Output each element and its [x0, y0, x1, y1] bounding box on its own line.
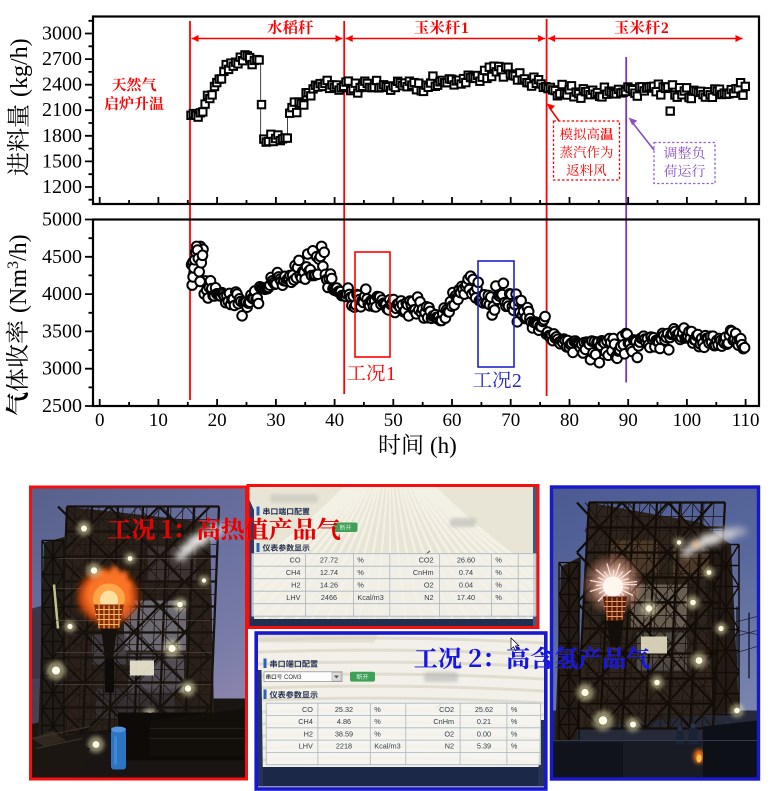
svg-text:2218: 2218	[336, 742, 352, 751]
svg-text:%: %	[495, 568, 502, 577]
svg-text:Kcal/m3: Kcal/m3	[374, 742, 400, 751]
svg-text:2: 2	[661, 20, 669, 37]
svg-text:70: 70	[501, 410, 520, 431]
svg-text:%: %	[511, 717, 518, 726]
svg-text:1: 1	[386, 364, 396, 385]
svg-text:4000: 4000	[42, 283, 82, 305]
svg-text:CO2: CO2	[439, 705, 454, 714]
svg-text:H2: H2	[304, 729, 313, 738]
svg-text:LHV: LHV	[299, 742, 313, 751]
svg-text:%: %	[374, 705, 381, 714]
svg-text:17.40: 17.40	[457, 593, 475, 602]
svg-text:1500: 1500	[42, 150, 82, 172]
svg-text:2400: 2400	[42, 74, 82, 96]
svg-text:26.60: 26.60	[457, 555, 475, 564]
svg-text:90: 90	[619, 410, 638, 431]
svg-text:CO2: CO2	[419, 555, 434, 564]
svg-text:0.00: 0.00	[477, 729, 491, 738]
svg-text:0.74: 0.74	[459, 568, 473, 577]
svg-text:2100: 2100	[42, 99, 82, 121]
svg-text:COM3: COM3	[284, 675, 302, 681]
svg-text:%: %	[357, 555, 364, 564]
svg-text:CO: CO	[290, 555, 301, 564]
svg-text:1800: 1800	[42, 125, 82, 147]
svg-text:5.39: 5.39	[477, 742, 491, 751]
svg-text:27.72: 27.72	[320, 555, 338, 564]
svg-text:(h): (h)	[430, 433, 457, 458]
svg-text:(kg/h): (kg/h)	[7, 38, 33, 97]
svg-text:12.74: 12.74	[320, 568, 338, 577]
svg-text:%: %	[357, 580, 364, 589]
svg-text:O2: O2	[444, 729, 454, 738]
svg-text:50: 50	[384, 410, 403, 431]
svg-text:14.26: 14.26	[320, 580, 338, 589]
svg-text:1: 1	[461, 20, 469, 37]
svg-text:%: %	[495, 555, 502, 564]
svg-text:%: %	[495, 580, 502, 589]
svg-text:%: %	[495, 593, 502, 602]
svg-text:5000: 5000	[42, 209, 82, 231]
svg-text:40: 40	[325, 410, 344, 431]
svg-text:%: %	[511, 742, 518, 751]
svg-text:2466: 2466	[321, 593, 337, 602]
svg-text:10: 10	[149, 410, 168, 431]
svg-text:38.59: 38.59	[335, 729, 353, 738]
svg-text:CH4: CH4	[298, 717, 313, 726]
svg-text:60: 60	[443, 410, 462, 431]
svg-text:(Nm3/h): (Nm3/h)	[5, 234, 32, 313]
svg-text:2: 2	[512, 371, 522, 392]
svg-text:110: 110	[732, 410, 760, 431]
svg-text:O2: O2	[424, 580, 434, 589]
svg-text:3000: 3000	[42, 358, 82, 380]
svg-text:25.62: 25.62	[475, 705, 493, 714]
svg-text:4500: 4500	[42, 246, 82, 268]
svg-text:CO: CO	[302, 705, 313, 714]
svg-text:0.04: 0.04	[459, 580, 473, 589]
svg-text:LHV: LHV	[286, 593, 300, 602]
svg-text:2500: 2500	[42, 395, 82, 417]
svg-text:0: 0	[95, 410, 105, 431]
svg-text:2700: 2700	[42, 48, 82, 70]
svg-text:100: 100	[673, 410, 702, 431]
svg-text:Kcal/m3: Kcal/m3	[357, 593, 383, 602]
svg-text:3500: 3500	[42, 320, 82, 342]
svg-text:H2: H2	[291, 580, 300, 589]
svg-text:%: %	[511, 705, 518, 714]
svg-text:80: 80	[560, 410, 579, 431]
svg-text:20: 20	[208, 410, 227, 431]
svg-text:%: %	[511, 729, 518, 738]
svg-text:N2: N2	[445, 742, 454, 751]
svg-text:25.32: 25.32	[335, 705, 353, 714]
svg-text:CH4: CH4	[286, 568, 301, 577]
svg-text:3000: 3000	[42, 23, 82, 45]
svg-text:1200: 1200	[42, 176, 82, 198]
svg-text:N2: N2	[424, 593, 433, 602]
svg-text:%: %	[357, 568, 364, 577]
svg-text:CnHm: CnHm	[433, 717, 454, 726]
svg-text:%: %	[374, 717, 381, 726]
svg-text:%: %	[374, 729, 381, 738]
svg-text:CnHm: CnHm	[413, 568, 434, 577]
svg-text:4.86: 4.86	[337, 717, 351, 726]
svg-text:0.21: 0.21	[477, 717, 491, 726]
svg-text:30: 30	[266, 410, 285, 431]
